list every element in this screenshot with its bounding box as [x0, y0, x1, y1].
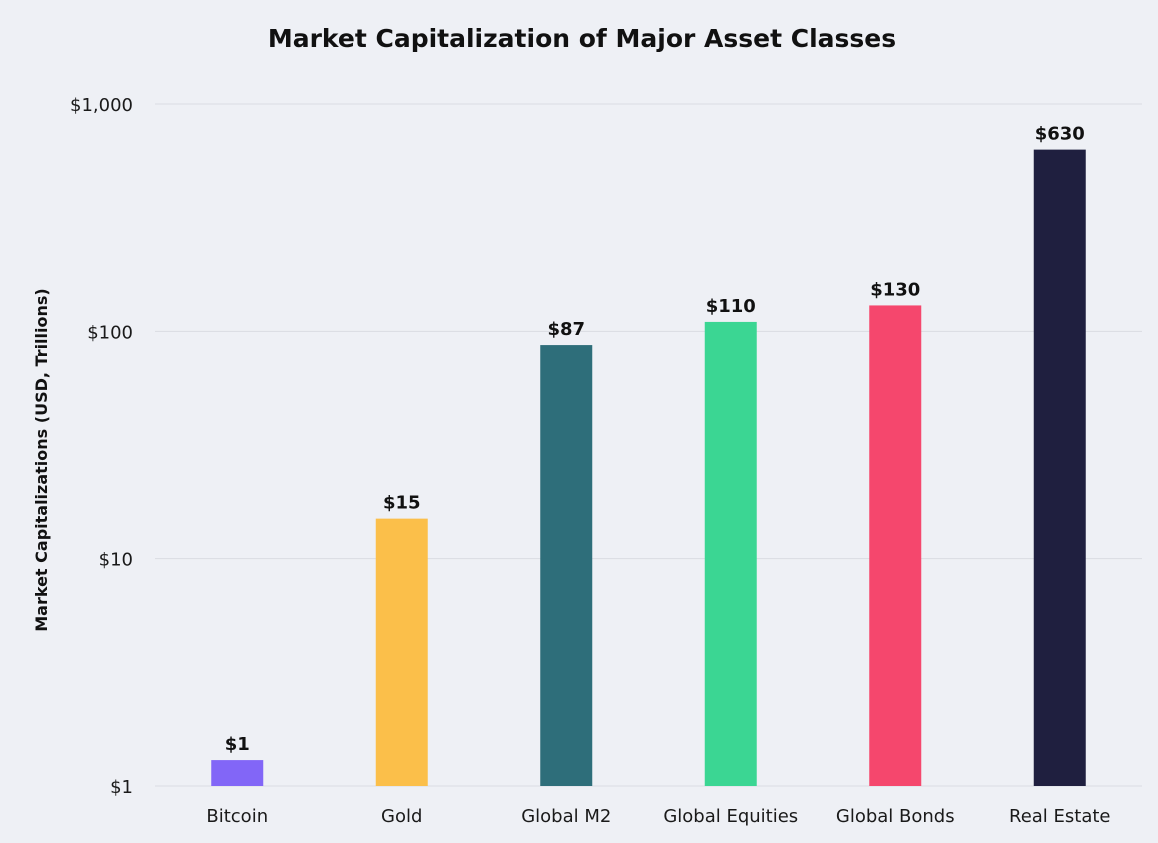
y-tick-label: $100: [87, 322, 133, 343]
y-tick-label: $1,000: [70, 95, 133, 116]
x-tick-label: Gold: [381, 806, 422, 827]
y-tick-label: $1: [110, 777, 133, 798]
y-tick-label: $10: [99, 550, 133, 571]
gridlines: [155, 103, 1142, 787]
chart-title: Market Capitalization of Major Asset Cla…: [268, 24, 896, 53]
data-labels: $1 $15 $87 $110 $130 $630: [225, 124, 1085, 755]
x-tick-label: Global M2: [521, 806, 611, 827]
bar-global-bonds: [869, 305, 922, 786]
data-label: $110: [706, 296, 756, 317]
bar-bitcoin: [211, 760, 264, 786]
bar-global-m2: [540, 345, 593, 786]
data-label: $1: [225, 734, 250, 755]
y-axis-label: Market Capitalizations (USD, Trillions): [32, 288, 51, 631]
y-axis-ticks: $1 $10 $100 $1,000: [70, 95, 133, 798]
data-label: $15: [383, 493, 421, 514]
x-axis-ticks: Bitcoin Gold Global M2 Global Equities Globa…: [206, 806, 1110, 827]
x-tick-label: Global Bonds: [836, 806, 955, 827]
x-tick-label: Real Estate: [1009, 806, 1111, 827]
bar-real-estate: [1033, 149, 1086, 786]
data-label: $87: [547, 319, 585, 340]
bar-gold: [375, 518, 428, 786]
data-label: $630: [1035, 124, 1085, 145]
x-tick-label: Bitcoin: [206, 806, 268, 827]
bars: [211, 149, 1086, 786]
x-tick-label: Global Equities: [663, 806, 798, 827]
data-label: $130: [870, 279, 920, 300]
bar-global-equities: [704, 321, 757, 786]
